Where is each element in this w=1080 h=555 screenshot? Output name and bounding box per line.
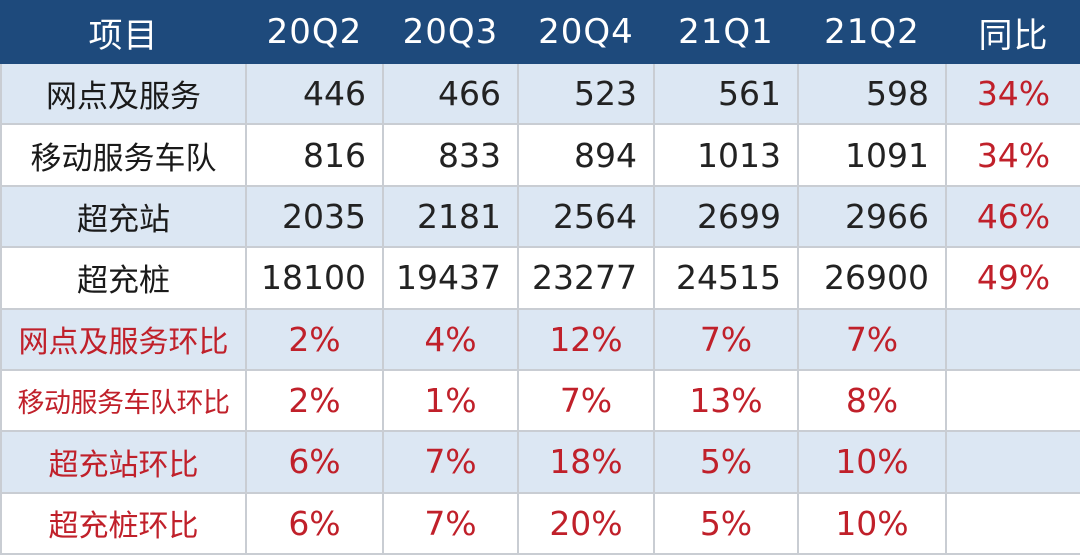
yoy-cell: [945, 368, 1080, 433]
row-label: 超充桩: [0, 246, 247, 310]
table-cell: 7%: [382, 491, 519, 555]
table-cell: 5%: [653, 430, 799, 494]
table-cell: 894: [517, 123, 655, 187]
yoy-cell: 46%: [945, 184, 1080, 249]
yoy-cell: 34%: [945, 61, 1080, 126]
row-label: 超充桩环比: [0, 491, 247, 555]
table-cell: 23277: [517, 246, 655, 310]
table-cell: 833: [382, 123, 519, 187]
table-cell: 561: [653, 61, 799, 126]
table-row: 超充桩 18100 19437 23277 24515 26900 49%: [0, 246, 1080, 310]
table-body: 网点及服务 446 466 523 561 598 34% 移动服务车队 816 833 894 10…: [0, 61, 1080, 555]
yoy-cell: [945, 307, 1080, 371]
table-cell: 2699: [653, 184, 799, 249]
table-cell: 10%: [797, 491, 947, 555]
row-label: 网点及服务: [0, 61, 247, 126]
header-cell-item: 项目: [0, 0, 247, 64]
table-cell: 816: [245, 123, 384, 187]
row-label: 移动服务车队环比: [0, 368, 247, 433]
table-row: 超充站 2035 2181 2564 2699 2966 46%: [0, 184, 1080, 249]
row-label: 网点及服务环比: [0, 307, 247, 371]
table-cell: 1%: [382, 368, 519, 433]
table-cell: 2564: [517, 184, 655, 249]
table-cell: 6%: [245, 491, 384, 555]
table-header: 项目 20Q2 20Q3 20Q4 21Q1 21Q2 同比: [0, 0, 1080, 64]
header-cell-yoy: 同比: [945, 0, 1080, 64]
table-cell: 5%: [653, 491, 799, 555]
header-cell-20q3: 20Q3: [382, 0, 519, 64]
header-cell-20q2: 20Q2: [245, 0, 384, 64]
yoy-cell: [945, 491, 1080, 555]
table-cell: 2966: [797, 184, 947, 249]
table-cell: 7%: [382, 430, 519, 494]
table-cell: 2%: [245, 368, 384, 433]
table-row: 移动服务车队环比 2% 1% 7% 13% 8%: [0, 368, 1080, 433]
table-cell: 7%: [653, 307, 799, 371]
row-label: 超充站环比: [0, 430, 247, 494]
table-cell: 2%: [245, 307, 384, 371]
table-cell: 18100: [245, 246, 384, 310]
table-cell: 24515: [653, 246, 799, 310]
table-cell: 8%: [797, 368, 947, 433]
table-row: 超充站环比 6% 7% 18% 5% 10%: [0, 430, 1080, 494]
yoy-cell: [945, 430, 1080, 494]
table-cell: 446: [245, 61, 384, 126]
table-row: 网点及服务 446 466 523 561 598 34%: [0, 61, 1080, 126]
table-cell: 466: [382, 61, 519, 126]
table-cell: 598: [797, 61, 947, 126]
table-cell: 10%: [797, 430, 947, 494]
table-cell: 6%: [245, 430, 384, 494]
yoy-cell: 49%: [945, 246, 1080, 310]
table-cell: 4%: [382, 307, 519, 371]
table-row: 网点及服务环比 2% 4% 12% 7% 7%: [0, 307, 1080, 371]
table-cell: 7%: [517, 368, 655, 433]
table-cell: 523: [517, 61, 655, 126]
row-label: 移动服务车队: [0, 123, 247, 187]
row-label: 超充站: [0, 184, 247, 249]
table-cell: 12%: [517, 307, 655, 371]
table-row: 超充桩环比 6% 7% 20% 5% 10%: [0, 491, 1080, 555]
table-cell: 2035: [245, 184, 384, 249]
yoy-cell: 34%: [945, 123, 1080, 187]
table-cell: 2181: [382, 184, 519, 249]
header-cell-20q4: 20Q4: [517, 0, 655, 64]
table-cell: 1091: [797, 123, 947, 187]
table-cell: 18%: [517, 430, 655, 494]
table-cell: 7%: [797, 307, 947, 371]
table-cell: 19437: [382, 246, 519, 310]
header-row: 项目 20Q2 20Q3 20Q4 21Q1 21Q2 同比: [0, 0, 1080, 64]
header-cell-21q1: 21Q1: [653, 0, 799, 64]
table-cell: 26900: [797, 246, 947, 310]
table-cell: 1013: [653, 123, 799, 187]
header-cell-21q2: 21Q2: [797, 0, 947, 64]
table-cell: 20%: [517, 491, 655, 555]
table-row: 移动服务车队 816 833 894 1013 1091 34%: [0, 123, 1080, 187]
table-cell: 13%: [653, 368, 799, 433]
